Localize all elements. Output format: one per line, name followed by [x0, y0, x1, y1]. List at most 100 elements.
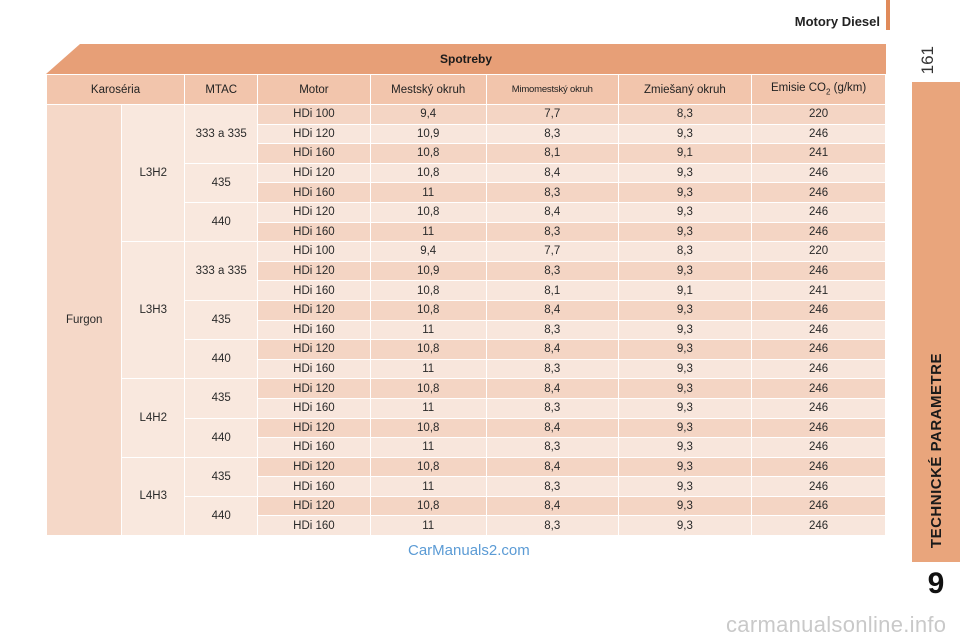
- mimomestsky-cell: 8,4: [485, 378, 619, 399]
- table-row: HDi 160 10,8 8,1 9,1 241: [47, 280, 886, 301]
- table-row: HDi 160 11 8,3 9,3 246: [47, 358, 886, 380]
- table-row: 440 HDi 120 10,8 8,4 9,3 246: [47, 339, 886, 380]
- mimomestsky-cell: 8,3: [485, 221, 619, 243]
- mestsky-cell: 10,8: [369, 339, 487, 360]
- emisie-label: Emisie CO: [771, 82, 826, 95]
- emisie-subscript: 2: [825, 87, 831, 97]
- mtac-cell: 435: [184, 456, 259, 497]
- co2-cell: 246: [751, 182, 886, 203]
- co2-cell: 246: [751, 339, 886, 360]
- emisie-unit: (g/km): [830, 82, 867, 95]
- side-tab-label-wrap: TECHNICKÉ PARAMETRE: [912, 353, 960, 548]
- co2-cell: 246: [751, 378, 886, 399]
- table-body: Furgon L3H2 333 a 335 HDi 100 9,4 7,7 8,3 220 HD…: [45, 103, 886, 537]
- mestsky-cell: 10,9: [369, 123, 487, 145]
- mimomestsky-cell: 8,4: [485, 162, 619, 184]
- mtac-cell: 435: [184, 162, 259, 203]
- mimomestsky-cell: 8,3: [485, 319, 619, 341]
- motor-cell: HDi 160: [257, 182, 371, 203]
- mestsky-cell: 10,8: [369, 456, 487, 478]
- motor-cell: HDi 120: [257, 260, 371, 282]
- mimomestsky-cell: 8,3: [485, 260, 619, 282]
- co2-cell: 246: [751, 495, 886, 517]
- motor-cell: HDi 160: [257, 143, 371, 164]
- watermark-secondary: carmanualsonline.info: [726, 612, 947, 637]
- zmiesany-cell: 9,3: [617, 123, 753, 145]
- mtac-cell: 333 a 335: [184, 104, 259, 164]
- watermark-primary: CarManuals2.com: [408, 542, 530, 559]
- mimomestsky-cell: 8,3: [485, 476, 619, 497]
- zmiesany-cell: 8,3: [617, 241, 753, 262]
- karoseria-cell: Furgon: [45, 103, 123, 537]
- co2-cell: 246: [751, 260, 886, 282]
- mtac-cell: 440: [184, 417, 259, 458]
- zmiesany-cell: 9,3: [617, 515, 753, 537]
- table-row: HDi 160 11 8,3 9,3 246: [47, 476, 886, 497]
- motor-cell: HDi 160: [257, 221, 371, 243]
- zmiesany-cell: 9,3: [617, 221, 753, 243]
- zmiesany-cell: 9,3: [617, 417, 753, 439]
- col-header-mestsky: Mestský okruh: [369, 74, 487, 105]
- mimomestsky-cell: 8,3: [485, 358, 619, 380]
- motor-cell: HDi 120: [257, 162, 371, 184]
- mimomestsky-cell: 8,3: [485, 397, 619, 419]
- co2-cell: 241: [751, 143, 886, 164]
- zmiesany-cell: 9,1: [617, 280, 753, 301]
- col-header-emisie: Emisie CO2 (g/km): [751, 74, 886, 105]
- mtac-cell: 440: [184, 339, 259, 380]
- mtac-cell: 440: [184, 201, 259, 243]
- mimomestsky-cell: 7,7: [485, 241, 619, 262]
- co2-cell: 246: [751, 417, 886, 439]
- col-header-zmiesany: Zmiešaný okruh: [617, 74, 753, 105]
- chapter-side-tab: TECHNICKÉ PARAMETRE: [912, 82, 960, 562]
- mestsky-cell: 11: [369, 397, 487, 419]
- zmiesany-cell: 9,3: [617, 260, 753, 282]
- zmiesany-cell: 9,3: [617, 378, 753, 399]
- table-row: HDi 160 11 8,3 9,3 246: [47, 515, 886, 537]
- mimomestsky-cell: 8,3: [485, 123, 619, 145]
- co2-cell: 246: [751, 299, 886, 321]
- mimomestsky-cell: 8,3: [485, 182, 619, 203]
- table-row: L4H3 435 HDi 120 10,8 8,4 9,3 246: [47, 456, 886, 537]
- mestsky-cell: 10,8: [369, 417, 487, 439]
- co2-cell: 246: [751, 397, 886, 419]
- table-row: HDi 120 10,9 8,3 9,3 246: [47, 123, 886, 145]
- mimomestsky-cell: 8,1: [485, 143, 619, 164]
- zmiesany-cell: 9,3: [617, 397, 753, 419]
- version-cell: L4H2: [121, 378, 186, 458]
- table-row: 435 HDi 120 10,8 8,4 9,3 246: [47, 162, 886, 203]
- table-row: 440 HDi 120 10,8 8,4 9,3 246: [47, 417, 886, 458]
- mestsky-cell: 10,8: [369, 299, 487, 321]
- mestsky-cell: 10,8: [369, 162, 487, 184]
- mtac-cell: 440: [184, 495, 259, 537]
- side-tab-label: TECHNICKÉ PARAMETRE: [927, 352, 945, 548]
- motor-cell: HDi 160: [257, 319, 371, 341]
- zmiesany-cell: 9,1: [617, 143, 753, 164]
- table-row: HDi 160 11 8,3 9,3 246: [47, 319, 886, 341]
- mestsky-cell: 9,4: [369, 241, 487, 262]
- co2-cell: 246: [751, 162, 886, 184]
- version-cell: L4H3: [121, 456, 186, 537]
- zmiesany-cell: 9,3: [617, 358, 753, 380]
- motor-cell: HDi 120: [257, 456, 371, 478]
- zmiesany-cell: 9,3: [617, 495, 753, 517]
- mestsky-cell: 11: [369, 515, 487, 537]
- motor-cell: HDi 160: [257, 476, 371, 497]
- zmiesany-cell: 8,3: [617, 104, 753, 125]
- motor-cell: HDi 120: [257, 417, 371, 439]
- co2-cell: 246: [751, 437, 886, 458]
- motor-cell: HDi 160: [257, 437, 371, 458]
- mtac-cell: 435: [184, 299, 259, 341]
- mestsky-cell: 10,9: [369, 260, 487, 282]
- mestsky-cell: 11: [369, 358, 487, 380]
- header-title: Motory Diesel: [794, 14, 880, 29]
- co2-cell: 246: [751, 221, 886, 243]
- motor-cell: HDi 160: [257, 358, 371, 380]
- zmiesany-cell: 9,3: [617, 299, 753, 321]
- motor-cell: HDi 120: [257, 339, 371, 360]
- zmiesany-cell: 9,3: [617, 456, 753, 478]
- mestsky-cell: 11: [369, 476, 487, 497]
- mtac-cell: 333 a 335: [184, 241, 259, 301]
- table-row: 440 HDi 120 10,8 8,4 9,3 246: [47, 201, 886, 243]
- mimomestsky-cell: 8,1: [485, 280, 619, 301]
